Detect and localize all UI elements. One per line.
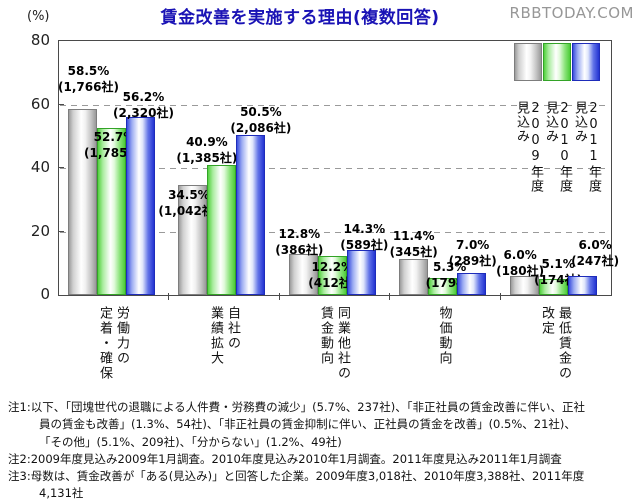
- bar-percent-label: 56.2%: [122, 90, 165, 104]
- bar-label-2009年度見込み-category-3: 12.8% (386社): [254, 226, 344, 258]
- bar-label-2011年度見込み-category-5: 6.0% (247社): [550, 237, 640, 269]
- bar-label-2009年度見込み-category-2: 34.5% (1,042社): [144, 187, 234, 219]
- bar-percent-label: 40.9%: [186, 135, 228, 149]
- bar-count-label: (180社): [496, 264, 545, 278]
- bar-2010年度見込み-category-1: [97, 127, 126, 295]
- bar-percent-label: 5.1%: [541, 257, 575, 271]
- y-tick-mark-40: [58, 167, 64, 168]
- legend-swatch-2010年度見込み: [543, 43, 571, 81]
- bar-label-2009年度見込み-category-1: 58.5% (1,766社): [44, 63, 134, 95]
- bar-2009年度見込み-category-1: [68, 109, 97, 295]
- bar-2011年度見込み-category-4: [457, 272, 487, 295]
- bar-2009年度見込み-category-3: [288, 254, 318, 295]
- bar-percent-label: 7.0%: [456, 238, 490, 252]
- x-tick-mark-3: [389, 293, 390, 300]
- category-label-1: 労働力の 定着・確保: [97, 306, 129, 381]
- bar-percent-label: 5.3%: [433, 260, 467, 274]
- gridline-60: [60, 104, 610, 106]
- bar-count-label: (2,086社): [230, 121, 292, 135]
- bar-2010年度見込み-category-4: [428, 278, 458, 295]
- bar-count-label: (2,320社): [113, 106, 174, 120]
- legend-label-2009年度見込み: 2009年度 見込み: [514, 101, 543, 193]
- bar-2009年度見込み-category-2: [178, 185, 208, 295]
- bar-2010年度見込み-category-5: [538, 278, 568, 295]
- chart-title: 賃金改善を実施する理由(複数回答): [160, 8, 440, 28]
- bar-percent-label: 11.4%: [392, 229, 435, 243]
- bar-percent-label: 52.7%: [93, 130, 136, 144]
- legend-label-2010年度見込み: 2010年度 見込み: [543, 101, 572, 193]
- bar-label-2009年度見込み-category-4: 11.4% (345社): [369, 228, 459, 260]
- bar-label-2009年度見込み-category-5: 6.0% (180社): [475, 247, 565, 279]
- y-axis-unit-label: (%): [27, 9, 50, 24]
- bar-2009年度見込み-category-4: [399, 258, 429, 295]
- bar-count-label: (386社): [275, 243, 324, 257]
- category-label-5: 最低賃金の 改定: [539, 306, 571, 381]
- y-tick-label-60: 60: [30, 94, 50, 113]
- plot-area: 2009年度 見込み 2010年度 見込み 2011年度 見込み 58.5% (1,766社)…: [58, 40, 619, 296]
- bar-percent-label: 34.5%: [168, 188, 210, 202]
- y-tick-label-20: 20: [30, 221, 50, 240]
- bar-label-2011年度見込み-category-3: 14.3% (589社): [319, 221, 409, 253]
- bar-percent-label: 12.8%: [278, 227, 321, 241]
- bar-2010年度見込み-category-2: [207, 165, 237, 295]
- bar-2011年度見込み-category-1: [126, 116, 155, 295]
- category-label-3: 同業他社の 賃金動向: [318, 306, 350, 381]
- bar-percent-label: 6.0%: [578, 238, 612, 252]
- bar-count-label: (1,042社): [158, 204, 220, 218]
- footnote-2: 注2:2009年度見込み2009年1月調査。2010年度見込み2010年1月調査…: [8, 451, 562, 466]
- x-tick-mark-1: [168, 293, 169, 300]
- bar-percent-label: 50.5%: [240, 105, 282, 119]
- bar-count-label: (247社): [571, 254, 620, 268]
- legend-swatch-2009年度見込み: [514, 43, 542, 81]
- footnote-3: 注3:母数は、賃金改善が「ある(見込み)」と回答した企業。2009年度3,018…: [8, 469, 585, 501]
- bar-count-label: (1,766社): [58, 80, 119, 94]
- bar-count-label: (589社): [340, 238, 389, 252]
- legend-swatch-2011年度見込み: [572, 43, 600, 81]
- y-tick-label-80: 80: [30, 31, 50, 49]
- bar-percent-label: 14.3%: [343, 222, 386, 236]
- gridline-40: [60, 168, 610, 169]
- category-label-4: 物価動向: [436, 306, 452, 366]
- gridline-20: [60, 231, 610, 233]
- x-tick-mark-4: [500, 293, 501, 300]
- bar-2009年度見込み-category-5: [509, 275, 539, 295]
- footnotes: 注1:以下、「団塊世代の退職による人件費・労務費の減少」(5.7%、237社)、…: [8, 399, 592, 503]
- bar-percent-label: 58.5%: [67, 64, 110, 78]
- bar-label-2011年度見込み-category-1: 56.2% (2,320社): [99, 89, 189, 121]
- bar-percent-label: 12.2%: [311, 260, 354, 274]
- bar-count-label: (1,385社): [176, 151, 238, 165]
- y-tick-mark-20: [58, 230, 64, 232]
- bar-2011年度見込み-category-2: [236, 134, 266, 295]
- bar-2011年度見込み-category-5: [567, 275, 597, 295]
- bar-label-2011年度見込み-category-4: 7.0% (289社): [428, 237, 518, 269]
- legend-label-2011年度見込み: 2011年度 見込み: [572, 101, 601, 193]
- y-tick-label-40: 40: [30, 158, 50, 176]
- bar-count-label: (345社): [389, 245, 438, 259]
- rbbtoday-logo: RBBTODAY.COM: [509, 4, 634, 22]
- x-tick-mark-2: [279, 293, 280, 300]
- bar-label-2010年度見込み-category-2: 40.9% (1,385社): [162, 134, 252, 166]
- y-tick-mark-60: [58, 103, 64, 105]
- bar-label-2010年度見込み-category-3: 12.2% (412社): [287, 259, 377, 291]
- bar-count-label: (289社): [448, 254, 497, 268]
- bar-count-label: (412社): [308, 276, 357, 290]
- bar-2010年度見込み-category-3: [317, 256, 347, 295]
- y-tick-label-0: 0: [40, 285, 50, 303]
- bar-percent-label: 6.0%: [503, 248, 537, 262]
- category-label-2: 自社の 業績拡大: [208, 306, 240, 366]
- bar-2011年度見込み-category-3: [346, 249, 376, 295]
- footnote-1: 注1:以下、「団塊世代の退職による人件費・労務費の減少」(5.7%、237社)、…: [8, 400, 585, 449]
- bar-label-2011年度見込み-category-2: 50.5% (2,086社): [216, 104, 306, 136]
